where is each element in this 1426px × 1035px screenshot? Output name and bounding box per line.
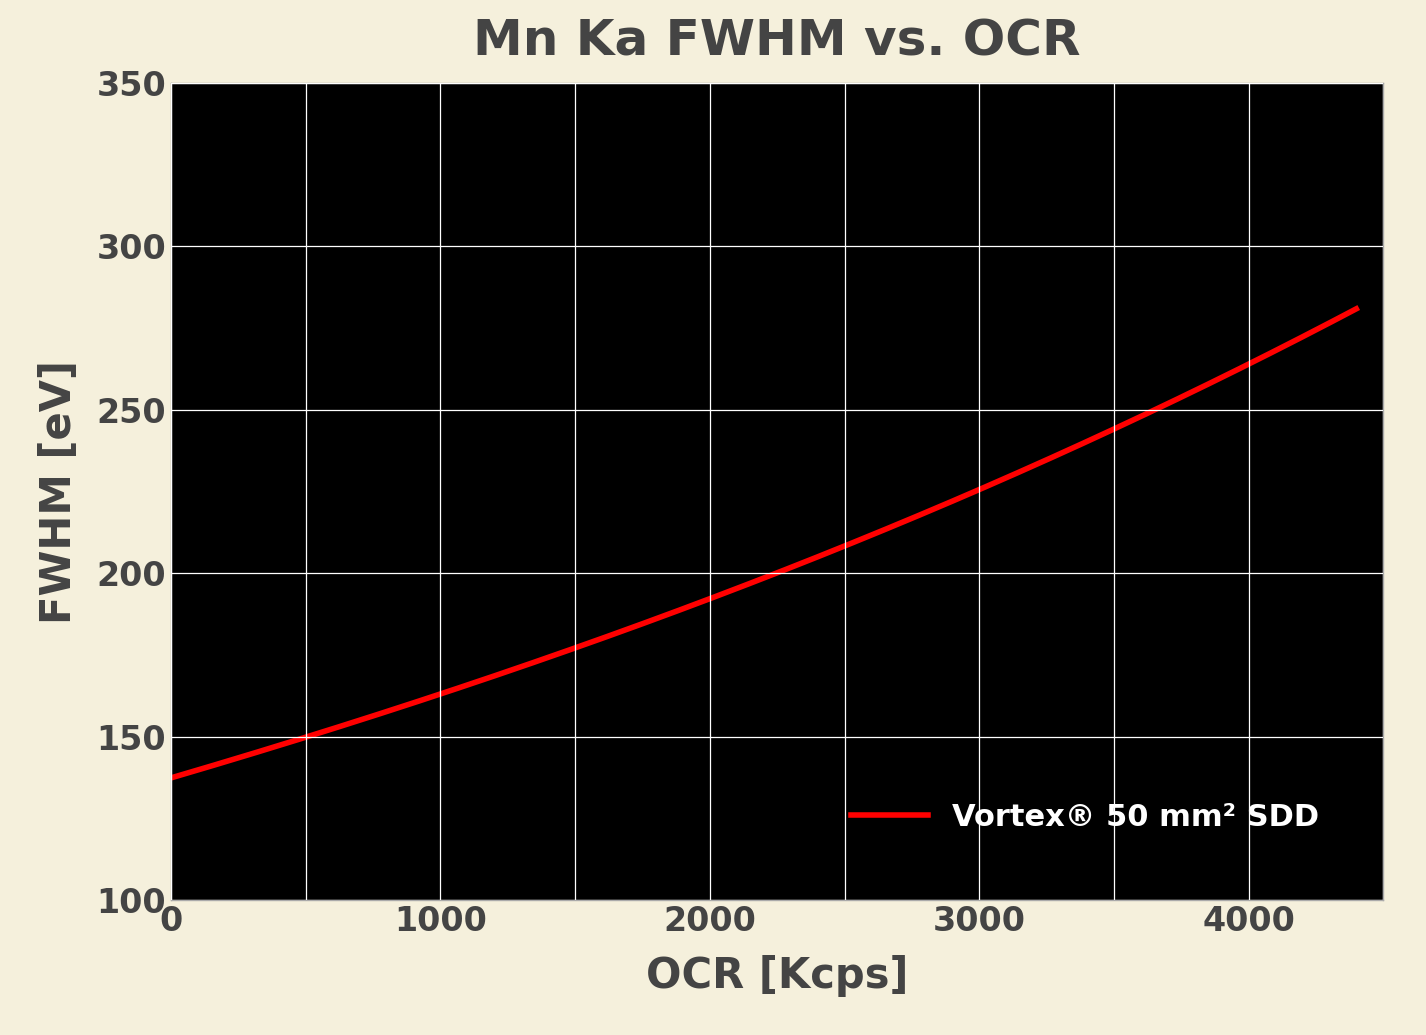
Legend: Vortex® 50 mm² SDD: Vortex® 50 mm² SDD: [838, 791, 1332, 845]
X-axis label: OCR [Kcps]: OCR [Kcps]: [646, 955, 908, 997]
Y-axis label: FWHM [eV]: FWHM [eV]: [39, 359, 80, 624]
Title: Mn Ka FWHM vs. OCR: Mn Ka FWHM vs. OCR: [473, 17, 1081, 65]
